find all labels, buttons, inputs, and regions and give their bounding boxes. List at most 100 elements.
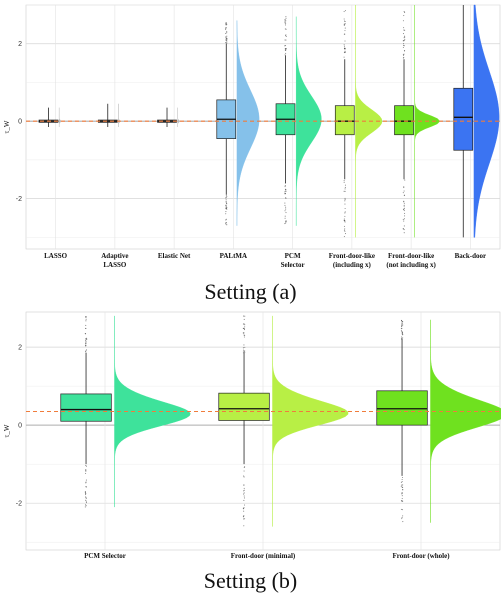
outlier-point	[243, 492, 245, 494]
outlier-point	[285, 28, 287, 30]
outlier-point	[284, 202, 286, 204]
outlier-point	[85, 465, 87, 467]
caption-setting-a: Setting (a)	[204, 279, 297, 304]
category-label: PCM	[285, 252, 301, 260]
category-group	[376, 319, 501, 523]
y-tick-label: -2	[16, 501, 22, 508]
outlier-point	[85, 470, 87, 472]
outlier-point	[284, 54, 286, 56]
outlier-point	[84, 506, 86, 508]
outlier-point	[85, 499, 87, 501]
outlier-point	[401, 497, 403, 500]
outlier-point	[285, 16, 287, 18]
outlier-point	[242, 351, 244, 353]
outlier-point	[243, 504, 246, 506]
outlier-point	[85, 505, 87, 507]
outlier-point	[403, 218, 405, 220]
outlier-point	[243, 510, 245, 512]
outlier-point	[84, 494, 87, 496]
outlier-point	[403, 205, 405, 207]
outlier-point	[343, 20, 346, 22]
outlier-point	[85, 316, 87, 318]
outlier-point	[343, 10, 345, 13]
outlier-point	[403, 29, 405, 31]
outlier-point	[402, 46, 404, 49]
outlier-point	[344, 220, 346, 222]
outlier-point	[85, 469, 87, 471]
outlier-point	[243, 350, 245, 352]
outlier-point	[344, 30, 346, 32]
outlier-point	[243, 515, 245, 517]
outlier-point	[344, 188, 346, 190]
outlier-point	[225, 24, 227, 26]
outlier-point	[344, 212, 346, 214]
outlier-point	[244, 334, 246, 337]
outlier-point	[344, 200, 346, 202]
outlier-point	[225, 211, 227, 213]
outlier-point	[225, 223, 227, 225]
outlier-point	[343, 24, 345, 26]
outlier-point	[242, 347, 244, 349]
outlier-point	[285, 190, 287, 193]
outlier-point	[285, 47, 287, 50]
outlier-point	[344, 233, 347, 235]
outlier-point	[402, 521, 404, 523]
outlier-point	[225, 222, 227, 224]
outlier-point	[344, 186, 346, 189]
y-tick-label: 2	[18, 41, 22, 48]
outlier-point	[343, 56, 345, 58]
outlier-point	[400, 330, 402, 332]
outlier-point	[85, 327, 87, 329]
caption-setting-b: Setting (b)	[203, 568, 298, 593]
outlier-point	[85, 496, 87, 498]
outlier-point	[243, 328, 245, 330]
outlier-point	[85, 486, 88, 488]
category-group	[453, 4, 500, 238]
outlier-point	[402, 515, 404, 517]
outlier-point	[403, 27, 405, 29]
outlier-point	[226, 37, 228, 40]
outlier-point	[403, 210, 405, 212]
outlier-point	[403, 220, 405, 222]
outlier-point	[404, 215, 406, 217]
outlier-point	[401, 493, 403, 495]
outlier-point	[225, 206, 227, 208]
outlier-point	[243, 493, 245, 495]
category-label: (not including x)	[386, 261, 436, 269]
category-label: (including x)	[333, 261, 372, 269]
outlier-point	[343, 229, 346, 231]
outlier-point	[404, 179, 406, 181]
outlier-point	[403, 43, 405, 45]
outlier-point	[285, 206, 287, 208]
outlier-point	[85, 500, 87, 502]
outlier-point	[284, 21, 286, 23]
outlier-point	[343, 235, 345, 238]
outlier-point	[225, 199, 227, 201]
density-half-violin	[177, 107, 180, 127]
outlier-point	[344, 47, 346, 49]
outlier-point	[85, 464, 87, 467]
outlier-point	[402, 20, 404, 22]
outlier-point	[244, 326, 246, 328]
outlier-point	[244, 351, 246, 354]
category-label: Front-door-like	[388, 252, 434, 260]
category-label: Front-door (whole)	[392, 552, 450, 560]
outlier-point	[343, 45, 346, 47]
outlier-point	[84, 492, 87, 494]
outlier-point	[344, 228, 346, 230]
outlier-point	[226, 224, 228, 226]
outlier-point	[344, 199, 346, 201]
outlier-point	[402, 33, 405, 35]
outlier-point	[402, 227, 404, 230]
outlier-point	[400, 508, 402, 510]
outlier-point	[401, 492, 403, 494]
outlier-point	[85, 338, 87, 340]
outlier-point	[243, 495, 245, 497]
outlier-point	[344, 197, 346, 199]
outlier-point	[344, 203, 346, 205]
outlier-point	[243, 518, 245, 520]
outlier-point	[401, 336, 403, 338]
outlier-point	[243, 332, 245, 334]
outlier-point	[85, 497, 87, 500]
